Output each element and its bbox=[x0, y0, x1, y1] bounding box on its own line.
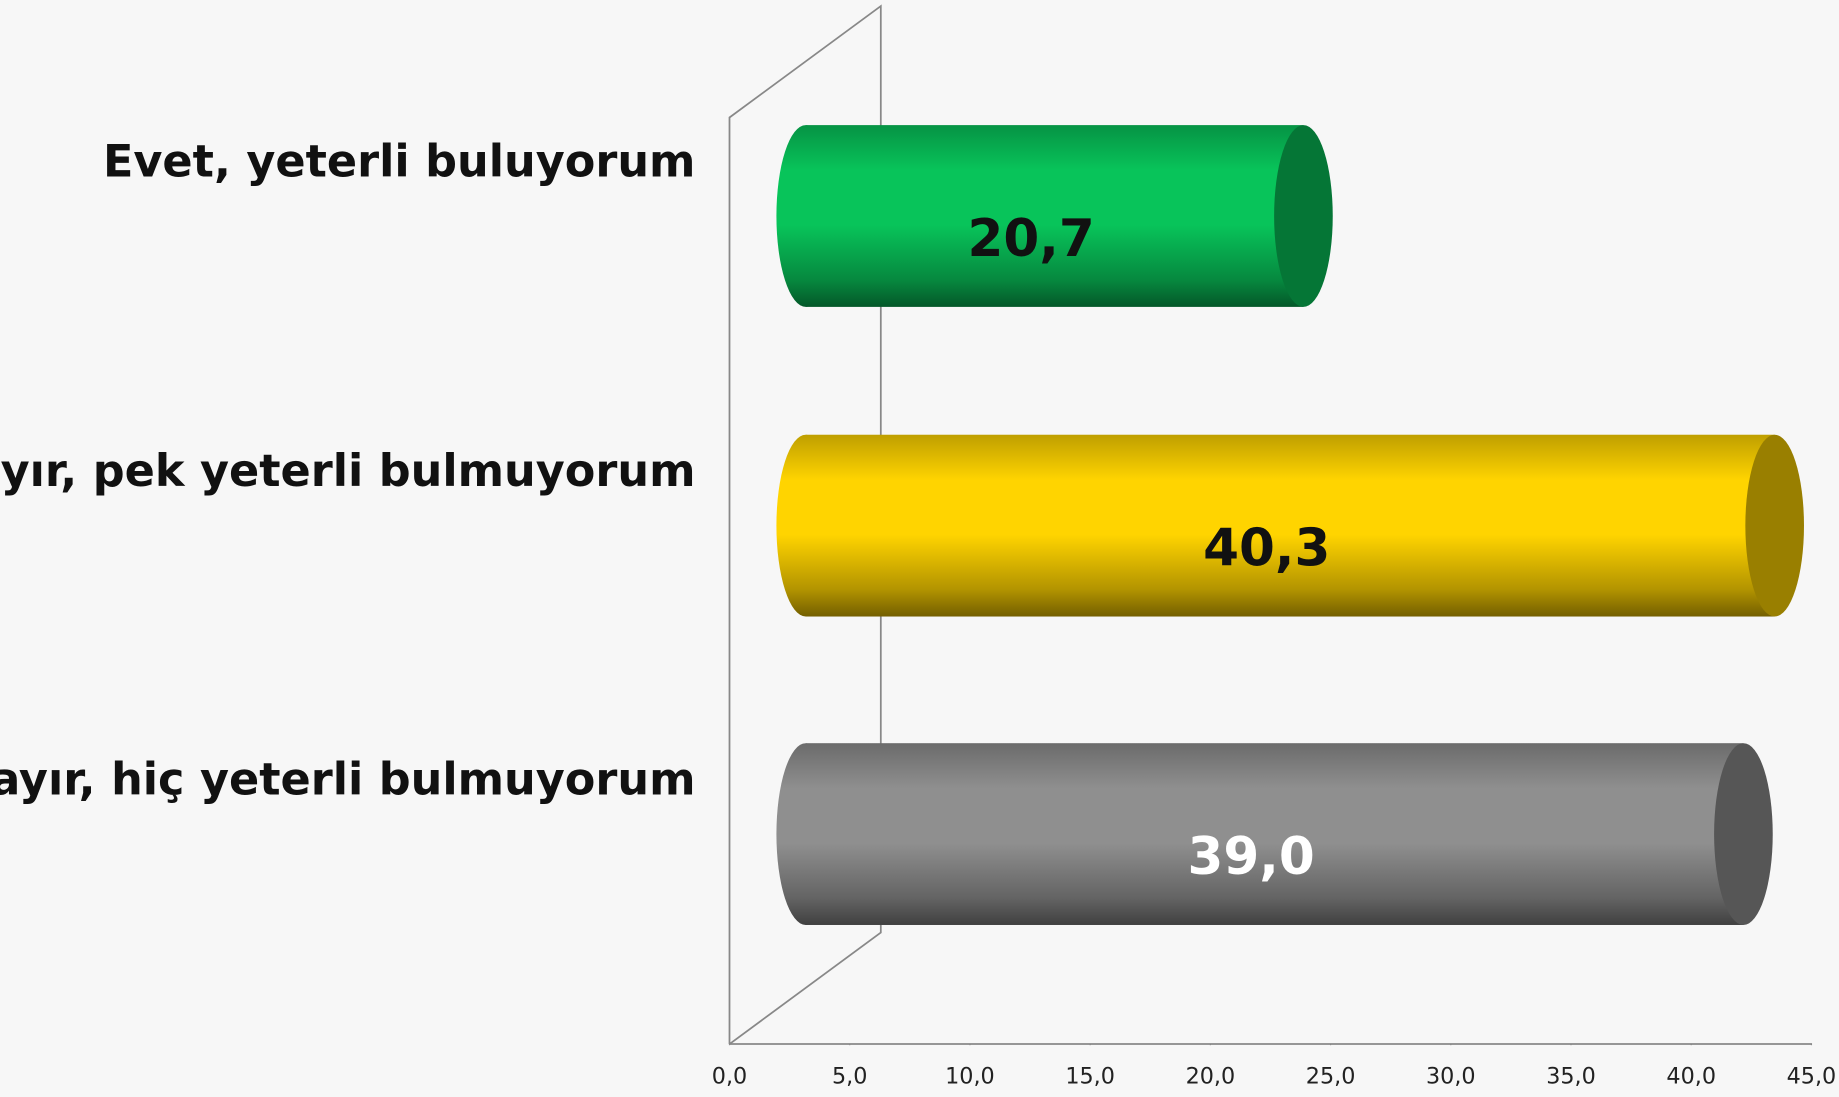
value-label: 20,7 bbox=[967, 209, 1094, 269]
x-tick-label: 20,0 bbox=[1186, 1063, 1236, 1089]
x-tick-label: 40,0 bbox=[1666, 1063, 1716, 1089]
bar-end-cap bbox=[1274, 125, 1333, 307]
bar-end-cap bbox=[1745, 435, 1804, 617]
value-label: 39,0 bbox=[1187, 827, 1314, 887]
x-tick-label: 25,0 bbox=[1306, 1063, 1356, 1089]
x-tick-label: 45,0 bbox=[1787, 1063, 1837, 1089]
x-tick-label: 15,0 bbox=[1065, 1063, 1115, 1089]
bar-end-cap bbox=[1714, 743, 1773, 925]
category-label: Evet, yeterli buluyorum bbox=[103, 135, 696, 187]
x-tick-label: 5,0 bbox=[832, 1063, 867, 1089]
x-tick-label: 30,0 bbox=[1426, 1063, 1476, 1089]
chart: 0,0 5,0 10,0 15,0 20,0 25,0 30,0 35,0 40,0 45,0 Ev… bbox=[0, 0, 1839, 1097]
x-tick-label: 10,0 bbox=[945, 1063, 995, 1089]
value-label: 40,3 bbox=[1203, 518, 1330, 578]
category-label: Hayır, pek yeterli bulmuyorum bbox=[0, 445, 695, 497]
x-tick-label: 0,0 bbox=[712, 1063, 747, 1089]
category-label: Hayır, hiç yeterli bulmuyorum bbox=[0, 753, 695, 805]
x-tick-label: 35,0 bbox=[1546, 1063, 1596, 1089]
